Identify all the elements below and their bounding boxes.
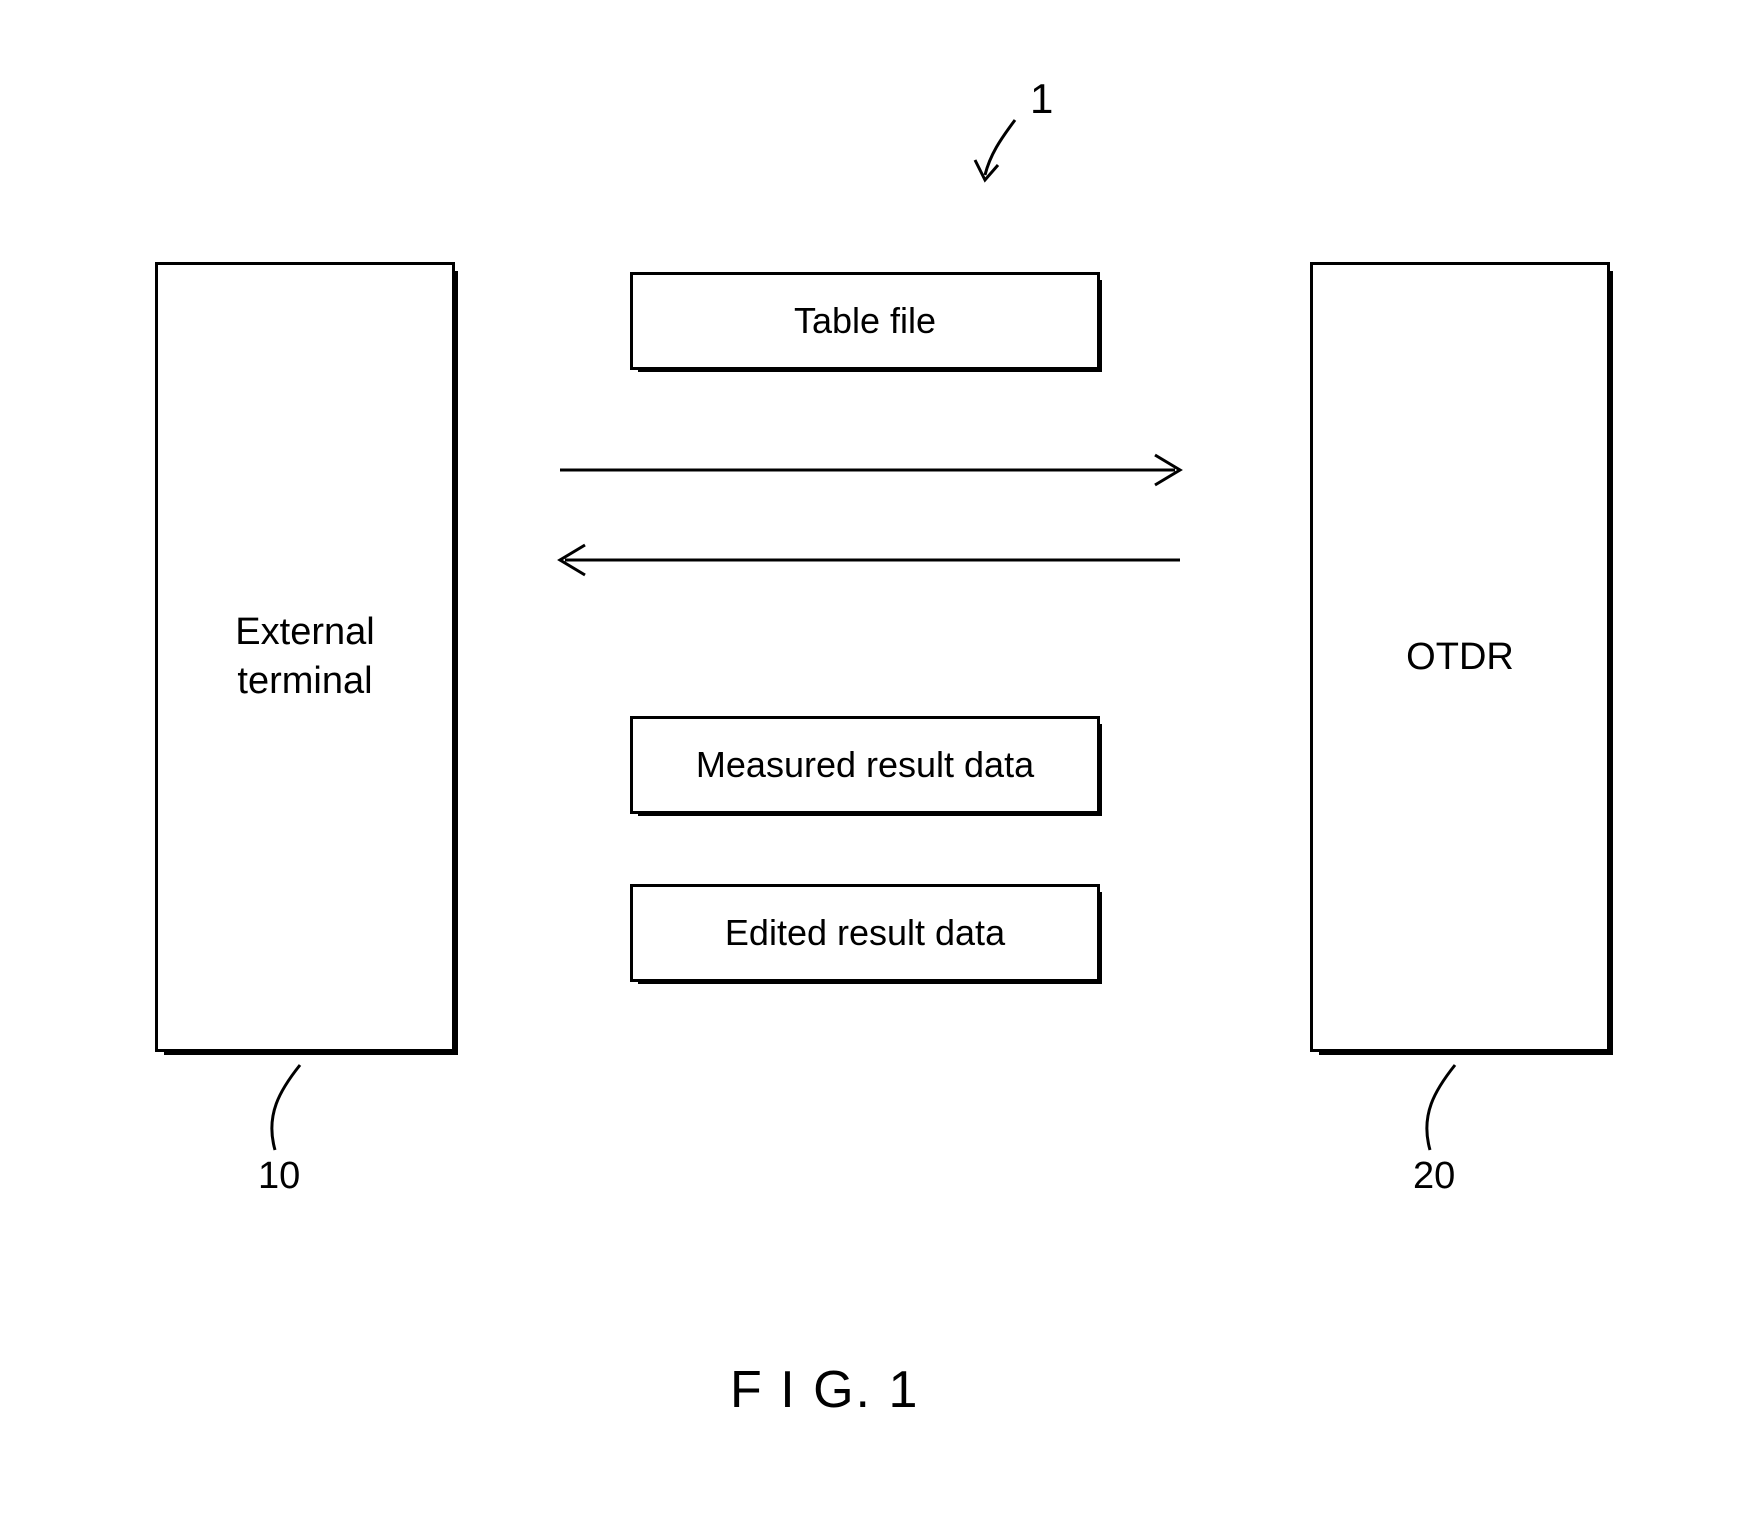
edited-result-box: Edited result data [630,884,1100,982]
otdr-block: OTDR [1310,262,1610,1052]
table-file-label: Table file [794,300,936,342]
edited-result-label: Edited result data [725,912,1005,954]
system-ref-number: 1 [1030,75,1053,123]
right-block-ref-number: 20 [1413,1155,1455,1198]
left-block-ref-number: 10 [258,1155,300,1198]
measured-result-box: Measured result data [630,716,1100,814]
arrow-right-icon [560,455,1180,485]
table-file-box: Table file [630,272,1100,370]
diagram-container: External terminal OTDR Table file Measur… [0,0,1742,1522]
external-terminal-block: External terminal [155,262,455,1052]
external-terminal-label: External terminal [235,608,374,707]
system-ref-leader-icon [975,120,1015,180]
arrow-left-icon [560,545,1180,575]
left-ref-leader-icon [272,1065,300,1150]
figure-caption: F I G. 1 [730,1360,919,1420]
measured-result-label: Measured result data [696,744,1034,786]
right-ref-leader-icon [1427,1065,1455,1150]
otdr-label: OTDR [1406,636,1514,679]
